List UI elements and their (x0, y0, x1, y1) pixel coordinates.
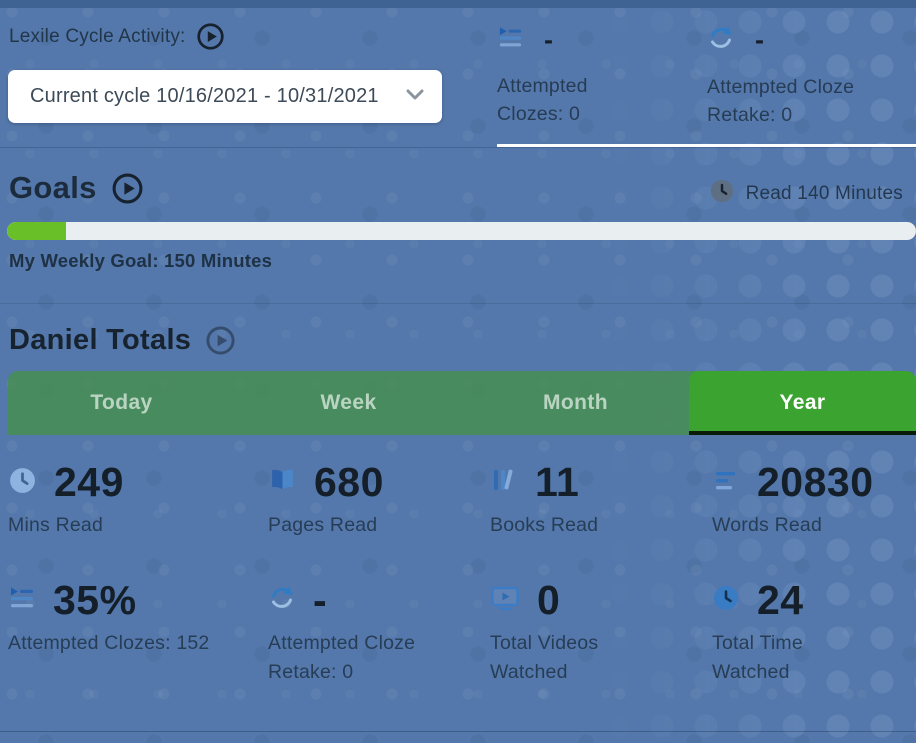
retake-redo-icon (707, 24, 735, 57)
stat-words-read: 20830 Words Read (712, 459, 916, 539)
retake-redo-icon (268, 584, 296, 617)
stat-label: Total Time Watched (712, 632, 803, 683)
goals-title: Goals (9, 170, 97, 205)
clock-icon (8, 466, 37, 500)
read-minutes-text: Read 140 Minutes (745, 182, 903, 204)
stat-attempted-clozes: 35% Attempted Clozes: 152 (8, 579, 268, 686)
cycle-dropdown[interactable]: Current cycle 10/16/2021 - 10/31/2021 (8, 70, 442, 123)
header-stat-value: - (755, 25, 764, 55)
stat-pages-read: 680 Pages Read (268, 459, 490, 539)
stat-label: Pages Read (268, 514, 378, 537)
section-divider (0, 147, 916, 148)
play-circle-icon[interactable] (205, 325, 236, 356)
header-stat-cloze-retake: - Attempted Cloze Retake: 0 (707, 24, 907, 130)
stat-label: Attempted Cloze Retake: 0 (268, 632, 416, 683)
totals-section: Daniel Totals Today Week Month Year (0, 304, 916, 742)
header-stats-underline (497, 144, 916, 147)
tab-week[interactable]: Week (320, 391, 377, 414)
period-tabs: Today Week Month Year (8, 371, 916, 435)
cycle-dropdown-value: Current cycle 10/16/2021 - 10/31/2021 (30, 85, 379, 107)
stat-value: 0 (537, 577, 561, 624)
totals-title: Daniel Totals (9, 324, 192, 356)
cycle-activity-section: Lexile Cycle Activity: Current cycle 10/… (0, 8, 916, 147)
stat-value: 20830 (757, 459, 874, 505)
stat-label: Mins Read (8, 514, 104, 537)
stat-value: 680 (314, 459, 384, 505)
tab-month[interactable]: Month (543, 391, 608, 414)
top-strip (0, 0, 916, 8)
video-player-icon (490, 585, 520, 617)
tab-today[interactable]: Today (90, 391, 153, 414)
play-circle-icon[interactable] (196, 22, 225, 51)
cloze-list-icon (497, 24, 524, 56)
chevron-down-icon (406, 88, 424, 106)
header-stat-label: Attempted Clozes: 0 (497, 75, 588, 126)
stat-label: Words Read (712, 514, 823, 537)
read-minutes-badge: Read 140 Minutes (709, 178, 903, 209)
header-stat-value: - (544, 24, 553, 55)
weekly-goal-progressbar (7, 222, 916, 240)
header-stat-attempted-clozes: - Attempted Clozes: 0 (497, 24, 637, 129)
stat-videos-watched: 0 Total Videos Watched (490, 579, 712, 686)
stat-time-watched: 24 Total Time Watched (712, 579, 916, 686)
text-lines-icon (712, 466, 740, 499)
clock-icon (709, 178, 735, 209)
stat-value: 11 (535, 459, 580, 505)
stat-mins-read: 249 Mins Read (8, 459, 268, 539)
cloze-list-icon (8, 584, 36, 617)
stat-value: - (313, 577, 328, 624)
section-divider (0, 303, 916, 304)
weekly-goal-caption: My Weekly Goal: 150 Minutes (9, 250, 273, 271)
goal-progress-fill (7, 222, 67, 240)
bottom-divider (0, 731, 916, 732)
books-icon (490, 466, 518, 499)
stat-label: Attempted Clozes: 152 (8, 632, 210, 655)
open-book-icon (268, 466, 297, 500)
stat-value: 35% (53, 577, 137, 624)
stat-value: 249 (54, 459, 124, 505)
stat-label: Books Read (490, 514, 599, 537)
play-circle-icon[interactable] (111, 172, 144, 205)
stat-cloze-retake: - Attempted Cloze Retake: 0 (268, 579, 490, 686)
stat-value: 24 (757, 577, 804, 624)
clock-icon (712, 584, 740, 617)
cycle-activity-label: Lexile Cycle Activity: (9, 25, 186, 47)
goals-section: Goals Read 140 Minutes My Weekly Goal: 1… (0, 148, 916, 303)
totals-row-2: 35% Attempted Clozes: 152 - Attempted Cl… (0, 579, 916, 686)
header-stat-label: Attempted Cloze Retake: 0 (707, 76, 855, 127)
tab-year[interactable]: Year (689, 371, 916, 435)
stat-label: Total Videos Watched (490, 632, 599, 683)
stat-books-read: 11 Books Read (490, 459, 712, 539)
totals-row-1: 249 Mins Read 680 Pages Read (0, 459, 916, 539)
